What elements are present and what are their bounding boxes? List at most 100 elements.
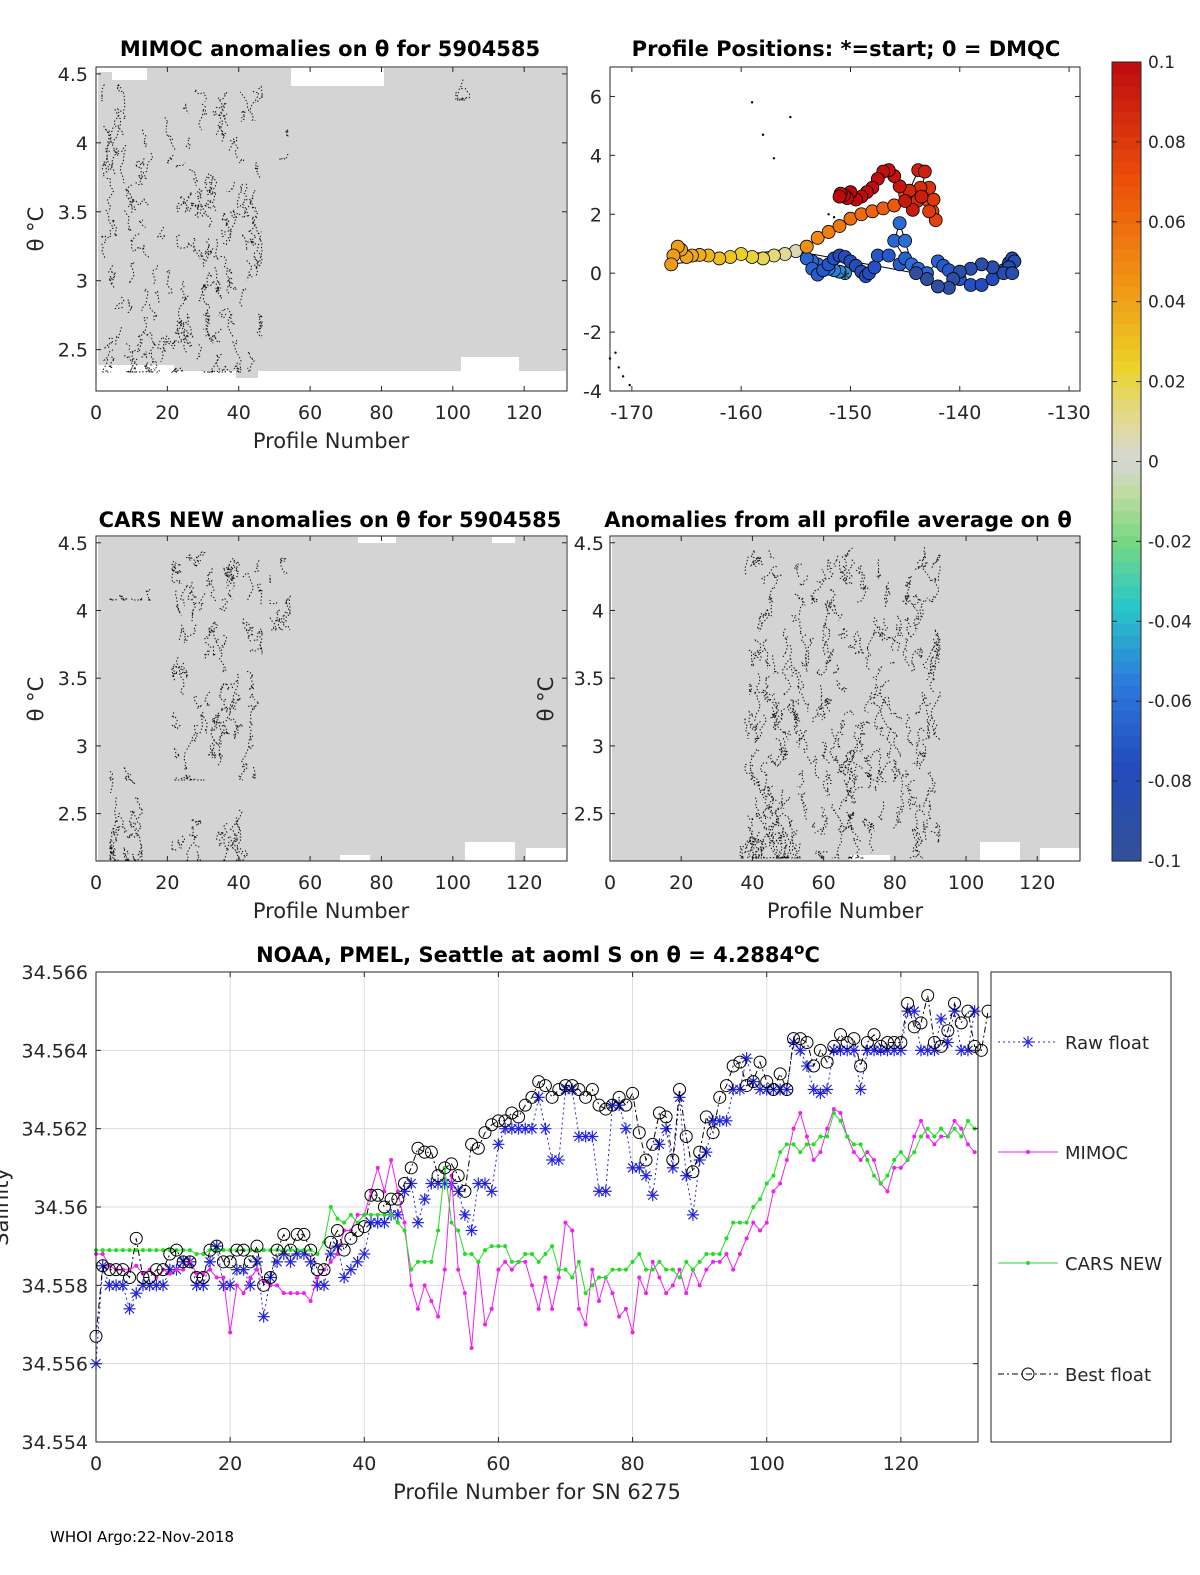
contour-line bbox=[915, 831, 923, 848]
contour-line bbox=[747, 815, 758, 849]
colorbar-band bbox=[1112, 86, 1141, 101]
cars-marker bbox=[878, 1181, 883, 1186]
contour-line bbox=[229, 809, 243, 842]
footer-credit: WHOI Argo:22-Nov-2018 bbox=[50, 1528, 234, 1546]
best-float-marker bbox=[686, 1165, 700, 1179]
colorbar-band bbox=[1112, 673, 1141, 687]
best-float-marker bbox=[766, 1083, 780, 1096]
cars-marker bbox=[368, 1212, 373, 1217]
best-float-marker bbox=[478, 1126, 492, 1140]
mimoc-marker bbox=[489, 1306, 494, 1311]
best-float-marker bbox=[330, 1224, 344, 1237]
raw-float-marker bbox=[942, 1037, 953, 1048]
profile-point bbox=[926, 192, 941, 207]
best-float-marker bbox=[485, 1118, 499, 1132]
best-float-marker bbox=[230, 1243, 244, 1257]
contour-line bbox=[812, 713, 826, 723]
raw-float-marker bbox=[466, 1225, 477, 1236]
mimoc-marker bbox=[523, 1259, 528, 1264]
xtick-label: 120 bbox=[883, 1453, 919, 1475]
raw-float-marker bbox=[345, 1264, 356, 1275]
legend-label: CARS NEW bbox=[1065, 1254, 1162, 1275]
colorbar-band bbox=[1112, 99, 1141, 113]
colorbar-tick-label: 0.02 bbox=[1148, 373, 1186, 393]
best-float-marker bbox=[800, 1036, 814, 1049]
contour-line bbox=[175, 191, 193, 213]
best-float-marker bbox=[585, 1083, 599, 1096]
raw-float-marker bbox=[272, 1256, 283, 1267]
cars-marker bbox=[228, 1248, 233, 1253]
mimoc-marker bbox=[503, 1259, 508, 1264]
best-float-marker bbox=[760, 1075, 774, 1089]
xtick-label: 100 bbox=[948, 872, 984, 894]
mimoc-marker bbox=[724, 1252, 729, 1256]
contour-line bbox=[129, 362, 136, 373]
contour-line bbox=[189, 587, 197, 600]
raw-float-marker bbox=[654, 1139, 665, 1150]
best-float-marker bbox=[344, 1231, 358, 1245]
contour-line bbox=[847, 732, 858, 769]
outlier-dot bbox=[750, 101, 754, 104]
mimoc-title: MIMOC anomalies on θ for 5904585 bbox=[120, 37, 540, 61]
contour-line bbox=[214, 91, 228, 110]
outlier-dot bbox=[832, 216, 836, 219]
contour-line bbox=[164, 117, 176, 152]
ytick-label: -4 bbox=[583, 381, 602, 403]
xtick-label: 20 bbox=[218, 1453, 242, 1475]
best-float-marker bbox=[398, 1177, 412, 1190]
contour-line bbox=[235, 820, 242, 860]
contour-line bbox=[187, 592, 197, 622]
contour-line bbox=[204, 173, 215, 196]
colorbar-band bbox=[1112, 473, 1141, 488]
xtick-label: 0 bbox=[90, 402, 102, 424]
mimoc-marker bbox=[865, 1150, 870, 1155]
xtick-label: 60 bbox=[298, 402, 322, 424]
contour-line bbox=[905, 575, 912, 605]
contour-line bbox=[755, 833, 770, 859]
contour-line bbox=[797, 792, 807, 807]
best-float-marker bbox=[854, 1059, 868, 1073]
raw-float-marker bbox=[647, 1190, 658, 1201]
contour-line bbox=[760, 789, 775, 819]
contour-line bbox=[766, 817, 779, 840]
xtick-label: 20 bbox=[155, 402, 179, 424]
contour-line bbox=[172, 665, 182, 678]
colorbar-band bbox=[1112, 848, 1141, 862]
cars-marker bbox=[543, 1252, 548, 1256]
contour-line bbox=[831, 728, 840, 747]
contour-line bbox=[231, 693, 242, 711]
cars-marker bbox=[657, 1259, 662, 1264]
cars-marker bbox=[697, 1259, 702, 1264]
positions-start-marker: * bbox=[840, 268, 850, 290]
cars-marker bbox=[704, 1252, 709, 1256]
mimoc-marker bbox=[181, 1267, 186, 1272]
cars-marker bbox=[523, 1252, 528, 1256]
contour-line bbox=[781, 748, 788, 761]
mimoc-marker bbox=[798, 1111, 803, 1115]
xtick-label: -150 bbox=[829, 402, 872, 424]
ytick-label: 34.562 bbox=[22, 1119, 88, 1141]
colorbar-band bbox=[1112, 261, 1141, 275]
cars-marker bbox=[295, 1248, 300, 1253]
contour-line bbox=[180, 321, 193, 348]
contour-line bbox=[226, 181, 235, 193]
cars-marker bbox=[281, 1248, 286, 1253]
contour-line bbox=[872, 617, 879, 630]
contour-line bbox=[739, 845, 744, 859]
colorbar-tick-label: 0.1 bbox=[1148, 53, 1175, 73]
contour-line bbox=[924, 800, 933, 841]
contour-line bbox=[225, 560, 240, 572]
profile-point bbox=[821, 225, 836, 239]
best-float-marker bbox=[820, 1055, 834, 1069]
contour-line bbox=[212, 110, 222, 117]
mimoc-marker bbox=[804, 1134, 809, 1139]
contour-line bbox=[755, 673, 769, 703]
contour-line bbox=[247, 197, 258, 214]
contour-line bbox=[175, 162, 186, 168]
best-float-marker bbox=[143, 1271, 157, 1284]
contour-line bbox=[775, 846, 782, 859]
best-float-marker bbox=[780, 1083, 794, 1096]
cars-marker bbox=[140, 1248, 145, 1253]
colorbar-band bbox=[1112, 62, 1141, 76]
best-float-marker bbox=[726, 1059, 740, 1073]
